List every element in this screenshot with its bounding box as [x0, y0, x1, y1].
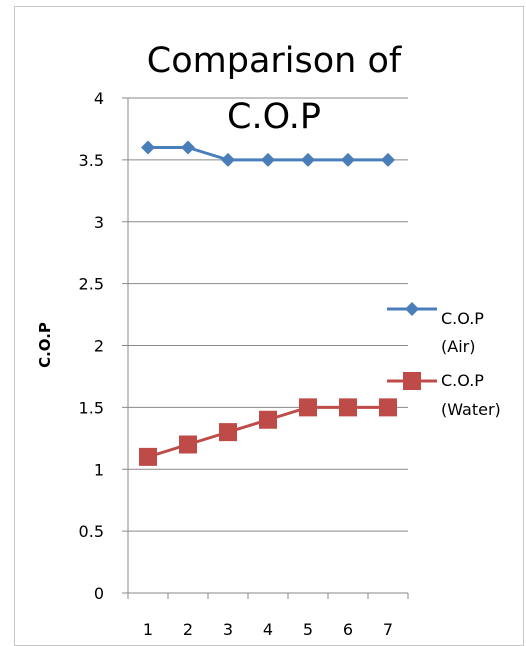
- data-point: [139, 447, 157, 466]
- legend-label-water-line-1: C.O.P: [441, 371, 484, 390]
- data-point: [181, 140, 195, 155]
- x-tick-label: 5: [303, 620, 313, 639]
- y-tick-label: 1: [94, 460, 104, 479]
- data-point: [341, 152, 355, 167]
- data-point: [301, 152, 315, 167]
- data-point: [179, 435, 197, 454]
- series-layer: [139, 140, 397, 466]
- data-point: [379, 398, 397, 417]
- x-tick-labels: 1 2 3 4 5 6 7: [143, 620, 393, 639]
- data-point: [339, 398, 357, 417]
- y-tick-label: 0: [94, 584, 104, 603]
- x-tick-label: 6: [343, 620, 353, 639]
- x-tick-label: 4: [263, 620, 273, 639]
- data-point: [219, 423, 237, 442]
- y-tick-label: 4: [94, 89, 104, 108]
- y-tick-label: 3.5: [79, 151, 104, 170]
- legend-label-air-line-1: C.O.P: [441, 309, 484, 328]
- axes: [122, 97, 409, 599]
- legend-marker-water: [403, 372, 421, 390]
- x-tick-label: 7: [383, 620, 393, 639]
- x-tick-label: 3: [223, 620, 233, 639]
- series-air: [141, 140, 395, 167]
- legend-item-water: C.O.P (Water): [387, 371, 501, 419]
- y-tick-label: 2: [94, 337, 104, 356]
- chart-title-line-1: Comparison of: [147, 41, 402, 81]
- legend-label-water-line-2: (Water): [441, 400, 501, 419]
- chart-frame: [14, 6, 524, 646]
- y-tick-label: 0.5: [79, 522, 104, 541]
- y-tick-labels: 0 0.5 1 1.5 2 2.5 3 3.5 4: [79, 89, 104, 603]
- data-point: [261, 152, 275, 167]
- x-tick-label: 1: [143, 620, 153, 639]
- y-tick-label: 1.5: [79, 398, 104, 417]
- y-tick-label: 2.5: [79, 275, 104, 294]
- y-tick-label: 3: [94, 213, 104, 232]
- chart-title-line-2: C.O.P: [227, 97, 321, 137]
- series-water: [139, 398, 397, 466]
- legend-label-air-line-2: (Air): [441, 337, 475, 356]
- legend: C.O.P (Air) C.O.P (Water): [387, 302, 501, 419]
- legend-marker-air: [405, 302, 419, 316]
- data-point: [299, 398, 317, 417]
- data-point: [381, 152, 395, 167]
- x-tick-label: 2: [183, 620, 193, 639]
- data-point: [259, 410, 277, 429]
- data-point: [141, 140, 155, 155]
- data-point: [221, 152, 235, 167]
- y-axis-title: C.O.P: [36, 322, 54, 368]
- legend-item-air: C.O.P (Air): [387, 302, 484, 356]
